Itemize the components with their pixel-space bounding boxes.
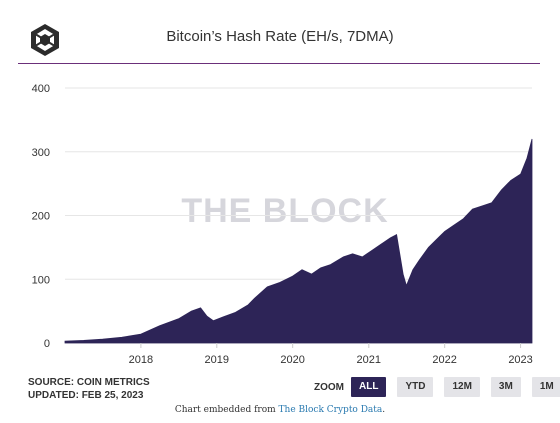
y-tick-label: 300 xyxy=(32,147,50,159)
y-tick-label: 400 xyxy=(32,83,50,95)
y-tick-label: 200 xyxy=(32,211,50,223)
x-tick-label: 2023 xyxy=(508,354,532,366)
x-tick-label: 2020 xyxy=(280,354,304,366)
hash-rate-area xyxy=(64,138,533,344)
series-layer xyxy=(64,138,533,344)
watermark: THE BLOCK xyxy=(181,192,389,230)
x-tick-label: 2021 xyxy=(357,354,381,366)
source-note: SOURCE: COIN METRICS UPDATED: FEB 25, 20… xyxy=(28,376,150,402)
embed-footer: Chart embedded from The Block Crypto Dat… xyxy=(0,405,560,415)
zoom-3m-button[interactable]: 3M xyxy=(490,377,521,397)
x-tick-label: 2022 xyxy=(432,354,456,366)
zoom-all-button[interactable]: ALL xyxy=(351,377,387,397)
zoom-label: ZOOM xyxy=(314,381,344,393)
y-tick-label: 100 xyxy=(32,274,50,286)
x-tick-label: 2019 xyxy=(205,354,229,366)
footer-suffix: . xyxy=(382,405,386,415)
title-divider xyxy=(18,63,540,64)
footer-link[interactable]: The Block Crypto Data xyxy=(278,405,383,415)
y-axis: 0 100 200 300 400 xyxy=(32,83,50,350)
source-line: SOURCE: COIN METRICS xyxy=(28,377,150,388)
the-block-cube-logo-icon xyxy=(31,24,59,56)
zoom-1m-button[interactable]: 1M xyxy=(531,377,560,397)
x-tick-label: 2018 xyxy=(129,354,153,366)
zoom-ytd-button[interactable]: YTD xyxy=(397,377,434,397)
y-tick-label: 0 xyxy=(44,338,50,350)
footer-text: Chart embedded from xyxy=(174,405,279,415)
hash-rate-chart: 0 100 200 300 400 2018 2019 2020 2021 2022 2023 xyxy=(32,83,533,366)
updated-line: UPDATED: FEB 25, 2023 xyxy=(28,390,144,401)
x-axis: 2018 2019 2020 2021 2022 2023 xyxy=(129,343,533,366)
chart-title: Bitcoin’s Hash Rate (EH/s, 7DMA) xyxy=(166,28,394,45)
zoom-controls: ZOOM ALL YTD 12M 3M 1M xyxy=(314,377,560,397)
zoom-12m-button[interactable]: 12M xyxy=(444,377,480,397)
